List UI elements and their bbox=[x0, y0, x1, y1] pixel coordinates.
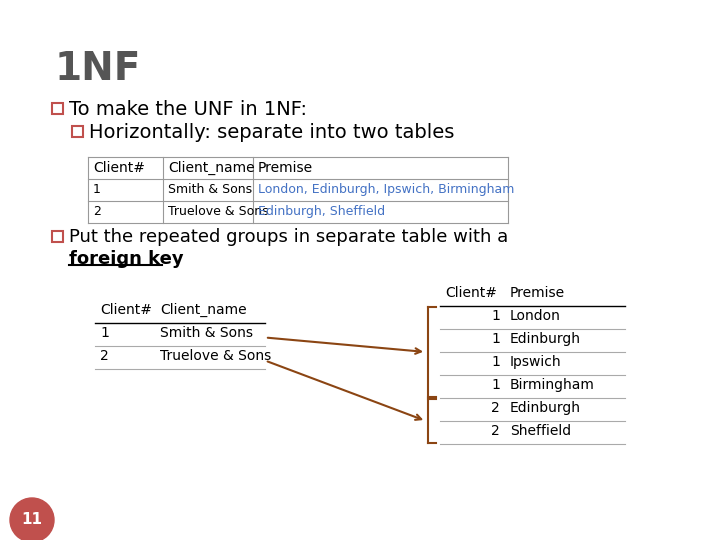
Text: 1: 1 bbox=[491, 309, 500, 323]
Text: 1: 1 bbox=[100, 326, 109, 340]
Text: Put the repeated groups in separate table with a: Put the repeated groups in separate tabl… bbox=[69, 228, 508, 246]
Text: Edinburgh: Edinburgh bbox=[510, 401, 581, 415]
Text: 1: 1 bbox=[93, 183, 101, 196]
Circle shape bbox=[10, 498, 54, 540]
Text: Client_name: Client_name bbox=[160, 303, 247, 317]
Text: Smith & Sons: Smith & Sons bbox=[168, 183, 252, 196]
Text: Client#: Client# bbox=[93, 161, 145, 175]
Text: Sheffield: Sheffield bbox=[510, 424, 571, 438]
Text: London, Edinburgh, Ipswich, Birmingham: London, Edinburgh, Ipswich, Birmingham bbox=[258, 183, 514, 196]
Text: 1: 1 bbox=[491, 332, 500, 346]
Text: 1NF: 1NF bbox=[55, 50, 141, 88]
Text: Birmingham: Birmingham bbox=[510, 378, 595, 392]
Text: London: London bbox=[510, 309, 561, 323]
Text: Ipswich: Ipswich bbox=[510, 355, 562, 369]
Text: Truelove & Sons: Truelove & Sons bbox=[168, 205, 269, 218]
Text: 1: 1 bbox=[491, 378, 500, 392]
Text: 11: 11 bbox=[22, 512, 42, 528]
Text: Premise: Premise bbox=[258, 161, 313, 175]
Text: To make the UNF in 1NF:: To make the UNF in 1NF: bbox=[69, 100, 307, 119]
Text: 2: 2 bbox=[93, 205, 101, 218]
Text: 2: 2 bbox=[491, 424, 500, 438]
Text: foreign key: foreign key bbox=[69, 250, 184, 268]
Text: Client#: Client# bbox=[100, 303, 152, 317]
Text: Edinburgh, Sheffield: Edinburgh, Sheffield bbox=[258, 205, 385, 218]
Bar bbox=[72, 126, 83, 137]
Text: Premise: Premise bbox=[510, 286, 565, 300]
Text: 2: 2 bbox=[100, 349, 109, 363]
Text: Horizontally: separate into two tables: Horizontally: separate into two tables bbox=[89, 123, 454, 142]
Text: Client_name: Client_name bbox=[168, 161, 255, 175]
Text: Smith & Sons: Smith & Sons bbox=[160, 326, 253, 340]
Text: Edinburgh: Edinburgh bbox=[510, 332, 581, 346]
Text: 2: 2 bbox=[491, 401, 500, 415]
Bar bbox=[52, 231, 63, 242]
Bar bbox=[52, 103, 63, 114]
Text: Truelove & Sons: Truelove & Sons bbox=[160, 349, 271, 363]
Text: 1: 1 bbox=[491, 355, 500, 369]
Text: Client#: Client# bbox=[445, 286, 497, 300]
